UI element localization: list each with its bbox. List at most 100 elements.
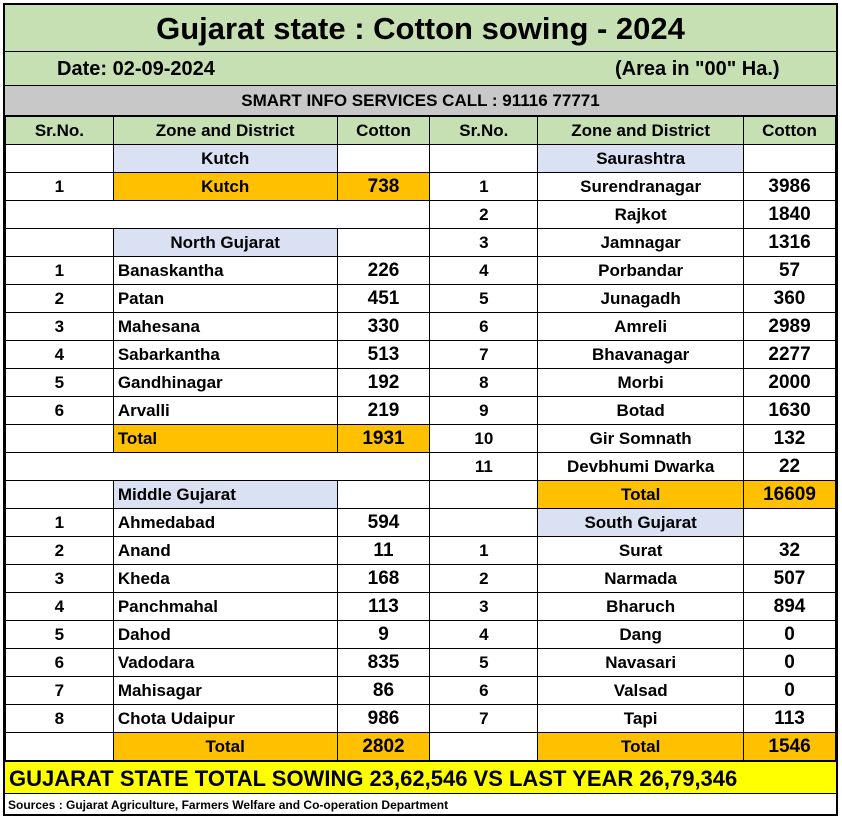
- table-row: Middle Gujarat Total 16609: [5, 480, 836, 509]
- cotton-value: 738: [336, 172, 431, 201]
- sr-no: 7: [429, 340, 539, 369]
- total-value: 1546: [743, 732, 836, 761]
- empty-cell: [336, 144, 431, 173]
- district-name: Surendranagar: [537, 172, 745, 201]
- district-name: Surat: [537, 536, 745, 565]
- sr-no: 1: [429, 172, 539, 201]
- table-row: 5 Dahod 9 4 Dang 0: [5, 620, 836, 649]
- zone-header: Middle Gujarat: [112, 480, 338, 509]
- district-name: Sabarkantha: [112, 340, 338, 369]
- district-name: Ahmedabad: [112, 508, 338, 537]
- cotton-value: 2000: [743, 368, 836, 397]
- district-name: Vadodara: [112, 648, 338, 677]
- empty-cell: [743, 508, 836, 537]
- header-cotton: Cotton: [336, 116, 431, 145]
- zone-header: Kutch: [112, 144, 338, 173]
- district-name: Mahisagar: [112, 676, 338, 705]
- district-name: Bharuch: [537, 592, 745, 621]
- state-total-banner: GUJARAT STATE TOTAL SOWING 23,62,546 VS …: [5, 761, 836, 794]
- sr-no: 1: [5, 172, 114, 201]
- sr-no: 7: [429, 704, 539, 733]
- total-label: Total: [112, 732, 338, 761]
- table-row: 4 Panchmahal 113 3 Bharuch 894: [5, 592, 836, 621]
- table-row: 7 Mahisagar 86 6 Valsad 0: [5, 676, 836, 705]
- cotton-value: 1840: [743, 200, 836, 229]
- district-name: Banaskantha: [112, 256, 338, 285]
- district-name: Narmada: [537, 564, 745, 593]
- sr-no: 2: [429, 564, 539, 593]
- table-row: 4 Sabarkantha 513 7 Bhavanagar 2277: [5, 340, 836, 369]
- sr-no: 7: [5, 676, 114, 705]
- district-name: Porbandar: [537, 256, 745, 285]
- smart-info-banner: SMART INFO SERVICES CALL : 91116 77771: [5, 86, 836, 116]
- sr-no: 3: [5, 312, 114, 341]
- cotton-value: 168: [336, 564, 431, 593]
- table-row: 2 Anand 11 1 Surat 32: [5, 536, 836, 565]
- table-row: 6 Vadodara 835 5 Navasari 0: [5, 648, 836, 677]
- empty-cell: [336, 228, 431, 257]
- cotton-value: 507: [743, 564, 836, 593]
- cotton-value: 9: [336, 620, 431, 649]
- empty-cell: [336, 480, 431, 509]
- source-note: Sources : Gujarat Agriculture, Farmers W…: [8, 798, 449, 812]
- district-name: Tapi: [537, 704, 745, 733]
- spacer-cell: [4, 200, 431, 229]
- district-name: Panchmahal: [112, 592, 338, 621]
- total-label: Total: [537, 480, 745, 509]
- table-row: 8 Chota Udaipur 986 7 Tapi 113: [5, 704, 836, 733]
- cotton-value: 32: [743, 536, 836, 565]
- cotton-value: 2277: [743, 340, 836, 369]
- cotton-sowing-sheet: Gujarat state : Cotton sowing - 2024 Dat…: [3, 3, 838, 816]
- sr-no: 11: [429, 452, 539, 481]
- sr-no: 8: [429, 368, 539, 397]
- table-row: Total 1931 10 Gir Somnath 132: [5, 424, 836, 453]
- cotton-value: 226: [336, 256, 431, 285]
- district-name: Arvalli: [112, 396, 338, 425]
- sr-no: 1: [5, 508, 114, 537]
- cotton-value: 1630: [743, 396, 836, 425]
- cotton-value: 22: [743, 452, 836, 481]
- sr-no: 4: [5, 592, 114, 621]
- cotton-value: 2989: [743, 312, 836, 341]
- district-name: Amreli: [537, 312, 745, 341]
- table-row: 11 Devbhumi Dwarka 22: [4, 452, 836, 481]
- cotton-value: 1316: [743, 228, 836, 257]
- sr-no: 2: [5, 284, 114, 313]
- sr-no: 5: [5, 368, 114, 397]
- sr-no: 6: [5, 648, 114, 677]
- header-sr: Sr.No.: [429, 116, 539, 145]
- empty-cell: [5, 480, 114, 509]
- district-name: Chota Udaipur: [112, 704, 338, 733]
- unit-note: (Area in "00" Ha.): [615, 58, 780, 80]
- table-row: 2 Patan 451 5 Junagadh 360: [5, 284, 836, 313]
- sr-no: 2: [5, 536, 114, 565]
- cotton-value: 57: [743, 256, 836, 285]
- cotton-value: 330: [336, 312, 431, 341]
- cotton-value: 360: [743, 284, 836, 313]
- district-name: Rajkot: [537, 200, 745, 229]
- empty-cell: [743, 144, 836, 173]
- district-name: Dang: [537, 620, 745, 649]
- table-row: Kutch Saurashtra: [5, 144, 836, 173]
- district-name: Jamnagar: [537, 228, 745, 257]
- cotton-value: 113: [336, 592, 431, 621]
- district-name: Gandhinagar: [112, 368, 338, 397]
- report-date: Date: 02-09-2024: [57, 58, 215, 80]
- sr-no: 4: [429, 256, 539, 285]
- table-row: 1 Kutch 738 1 Surendranagar 3986: [5, 172, 836, 201]
- sr-no: 2: [429, 200, 539, 229]
- header-cotton: Cotton: [743, 116, 836, 145]
- district-name: Botad: [537, 396, 745, 425]
- district-name: Mahesana: [112, 312, 338, 341]
- empty-cell: [429, 508, 539, 537]
- district-name: Kutch: [112, 172, 338, 201]
- sr-no: 3: [5, 564, 114, 593]
- table-row: 3 Mahesana 330 6 Amreli 2989: [5, 312, 836, 341]
- cotton-value: 894: [743, 592, 836, 621]
- empty-cell: [429, 144, 539, 173]
- district-name: Dahod: [112, 620, 338, 649]
- cotton-value: 3986: [743, 172, 836, 201]
- total-value: 16609: [743, 480, 836, 509]
- sr-no: 8: [5, 704, 114, 733]
- sr-no: 5: [429, 648, 539, 677]
